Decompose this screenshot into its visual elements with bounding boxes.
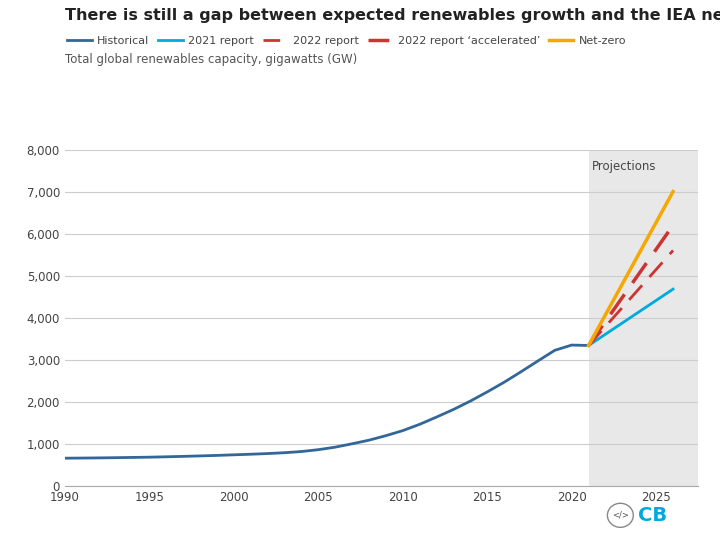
Text: </>: </>	[612, 511, 629, 520]
Bar	[588, 150, 715, 486]
Text: CB: CB	[638, 506, 667, 525]
Legend: Historical, 2021 report, 2022 report, 2022 report ‘accelerated’, Net-zero: Historical, 2021 report, 2022 report, 20…	[67, 36, 626, 45]
Text: Total global renewables capacity, gigawatts (GW): Total global renewables capacity, gigawa…	[65, 53, 357, 66]
Text: Projections: Projections	[592, 160, 657, 173]
Text: There is still a gap between expected renewables growth and the IEA net-zero tra: There is still a gap between expected re…	[65, 8, 720, 23]
